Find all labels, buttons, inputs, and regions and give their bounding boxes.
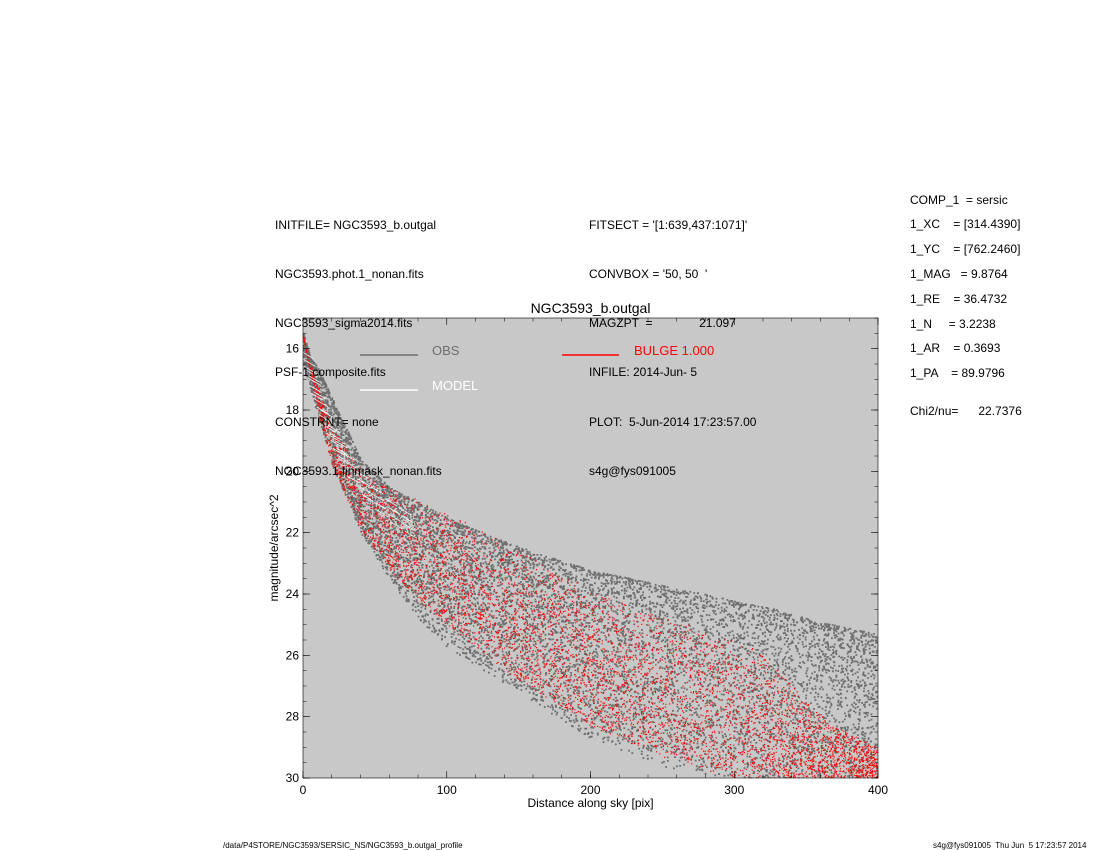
y-tick-label: 18	[286, 403, 300, 417]
y-tick-label: 26	[286, 648, 300, 662]
x-tick-label: 0	[300, 783, 307, 797]
header-mid-line: FITSECT = '[1:639,437:1071]'	[589, 217, 748, 232]
y-tick-label: 30	[286, 771, 300, 785]
header-left-line: NGC3593.phot.1_nonan.fits	[275, 267, 424, 282]
header-mid-line: INFILE: 2014-Jun- 5	[589, 365, 698, 380]
header-left: INITFILE= NGC3593_b.outgal NGC3593.phot.…	[275, 184, 442, 496]
comp-re: 1_RE = 36.4732	[910, 292, 1008, 306]
y-tick-label: 24	[286, 587, 300, 601]
header-left-line: CONSTRNT= none	[275, 414, 379, 429]
model-lines	[303, 351, 418, 539]
chi2-value: Chi2/nu= 22.7376	[910, 404, 1022, 418]
comp-ar: 1_AR = 0.3693	[910, 341, 1001, 355]
model-strokes	[303, 351, 418, 539]
y-axis-label: magnitude/arcsec^2	[267, 494, 281, 601]
legend-label: BULGE 1.000	[634, 343, 714, 358]
header-mid-line: PLOT: 5-Jun-2014 17:23:57.00	[589, 414, 757, 429]
y-tick-label: 16	[286, 342, 300, 356]
header-mid-line: CONVBOX = '50, 50 '	[589, 267, 708, 282]
legend: OBS MODEL BULGE 1.000	[360, 343, 714, 393]
y-tick-label: 28	[286, 710, 300, 724]
x-tick-label: 300	[724, 783, 744, 797]
comp-pa: 1_PA = 89.9796	[910, 366, 1005, 380]
chart-title: NGC3593_b.outgal	[531, 300, 651, 316]
footer-stamp: s4g@fys091005 Thu Jun 5 17:23:57 2014	[933, 841, 1087, 850]
header-left-line: PSF-1.composite.fits	[275, 365, 386, 380]
comp-mag: 1_MAG = 9.8764	[910, 267, 1008, 281]
header-left-line: NGC3593.1.finmask_nonan.fits	[275, 463, 442, 478]
comp-type: COMP_1 = sersic	[910, 193, 1008, 207]
x-axis-label: Distance along sky [pix]	[527, 796, 653, 810]
x-tick-label: 100	[437, 783, 457, 797]
y-tick-label: 22	[286, 526, 300, 540]
header-left-line: NGC3593_sigma2014.fits	[275, 316, 413, 331]
header-mid: FITSECT = '[1:639,437:1071]' CONVBOX = '…	[589, 184, 756, 496]
header-mid-line: s4g@fys091005	[589, 463, 676, 478]
header-mid-line: MAGZPT = 21.097	[589, 316, 736, 331]
legend-label: MODEL	[432, 378, 478, 393]
y-tick-label: 20	[286, 464, 300, 478]
comp-xc: 1_XC = [314.4390]	[910, 217, 1021, 231]
header-left-line: INITFILE= NGC3593_b.outgal	[275, 217, 437, 232]
x-tick-label: 400	[868, 783, 888, 797]
comp-yc: 1_YC = [762.2460]	[910, 242, 1021, 256]
x-tick-label: 200	[580, 783, 600, 797]
comp-n: 1_N = 3.2238	[910, 317, 996, 331]
legend-label: OBS	[432, 343, 460, 358]
footer-path: /data/P4STORE/NGC3593/SERSIC_NS/NGC3593_…	[223, 841, 463, 850]
